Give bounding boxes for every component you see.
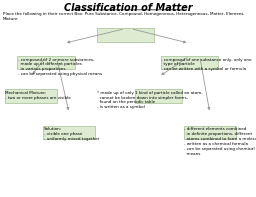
Text: - different elements combined
  in definite proportions, different
  atoms combi: - different elements combined in definit… (184, 127, 256, 156)
FancyBboxPatch shape (184, 126, 236, 139)
FancyBboxPatch shape (97, 28, 154, 42)
FancyBboxPatch shape (43, 126, 95, 139)
Text: Solution:
- visible one phase
- uniformly mixed together: Solution: - visible one phase - uniforml… (44, 127, 99, 141)
Text: - composed of one substance only, only one
  type of particle
- can be written w: - composed of one substance only, only o… (161, 58, 252, 71)
Text: Classification of Matter: Classification of Matter (64, 3, 192, 13)
FancyBboxPatch shape (5, 89, 57, 103)
FancyBboxPatch shape (161, 56, 218, 69)
Text: Place the following in their correct Box: Pure Substance, Compound, Homogeneous,: Place the following in their correct Box… (3, 12, 244, 21)
FancyBboxPatch shape (17, 56, 75, 69)
Text: - composed of 2 or more substances,
  made up of different particles
  in variou: - composed of 2 or more substances, made… (18, 58, 102, 76)
Text: Mechanical Mixture:
- two or more phases are visible: Mechanical Mixture: - two or more phases… (5, 91, 71, 99)
FancyBboxPatch shape (135, 89, 182, 103)
Text: * made up of only 1 kind of particle called an atom,
  cannot be broken down int: * made up of only 1 kind of particle cal… (97, 91, 203, 109)
